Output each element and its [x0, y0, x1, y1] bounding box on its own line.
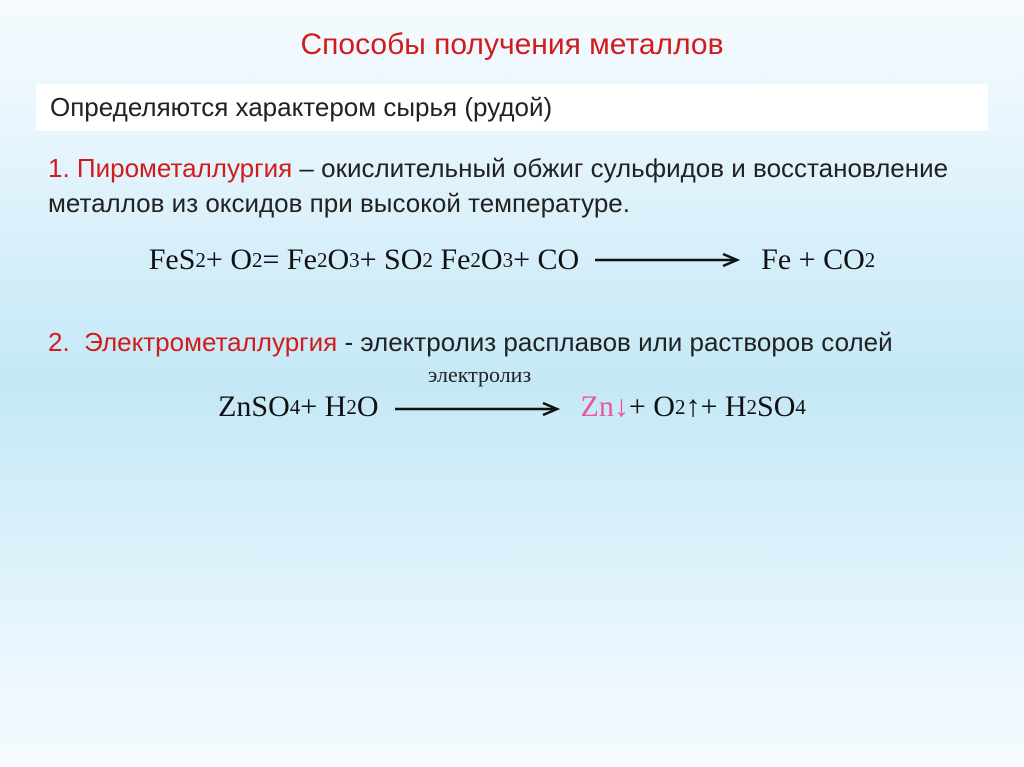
equation-block-1: FeS2 + O2 = Fe2O3 + SO2 Fe2O3 + CO Fe + …: [0, 243, 1024, 295]
sub-3: 3: [349, 248, 360, 273]
section-electrometallurgy: 2. Электрометаллургия - электролиз распл…: [48, 325, 976, 360]
eq1-part-b: + O: [206, 243, 252, 277]
sub-4: 4: [795, 395, 806, 420]
eq3-part-d: + O: [629, 390, 675, 424]
equation-2: Fe2O3 + CO Fe + CO2: [440, 243, 875, 277]
eq3-part-b: + H: [300, 390, 346, 424]
eq1-part-a: FeS: [149, 243, 196, 277]
eq3-part-a: ZnSO: [218, 390, 290, 424]
section1-term: Пирометаллургия: [77, 153, 292, 183]
intro-box: Определяются характером сырья (рудой): [36, 84, 988, 131]
sub-4: 4: [290, 395, 301, 420]
eq2-part-a: Fe: [440, 243, 470, 277]
reaction-arrow-icon: [595, 252, 745, 268]
sub-2: 2: [422, 248, 433, 273]
eq3-zn: Zn: [581, 390, 614, 424]
sub-2: 2: [470, 248, 481, 273]
equation-1: FeS2 + O2 = Fe2O3 + SO2: [149, 243, 433, 277]
section2-text: - электролиз расплавов или растворов сол…: [337, 327, 892, 357]
reaction-arrow-icon: [395, 401, 565, 417]
eq2-part-d: Fe + CO: [761, 243, 865, 277]
section2-number: 2.: [48, 327, 70, 357]
eq3-part-f: SO: [757, 390, 795, 424]
down-arrow-icon: ↓: [614, 390, 629, 424]
eq1-part-e: + SO: [360, 243, 423, 277]
eq3-part-e: + H: [700, 390, 746, 424]
eq1-part-d: O: [327, 243, 349, 277]
up-arrow-icon: ↑: [685, 390, 700, 424]
sub-2: 2: [317, 248, 328, 273]
equation-3: ZnSO4 + H2O электролиз Zn ↓+ O2 ↑ + H2SO…: [218, 390, 806, 424]
sub-2: 2: [675, 395, 686, 420]
section-pyrometallurgy: 1. Пирометаллургия – окислительный обжиг…: [48, 151, 976, 221]
sub-2: 2: [865, 248, 876, 273]
eq2-part-c: + CO: [513, 243, 579, 277]
section2-term: Электрометаллургия: [84, 327, 337, 357]
electrolysis-label: электролиз: [428, 362, 531, 388]
equation-block-2: ZnSO4 + H2O электролиз Zn ↓+ O2 ↑ + H2SO…: [0, 390, 1024, 424]
page-title: Способы получения металлов: [0, 0, 1024, 62]
eq1-part-c: = Fe: [263, 243, 317, 277]
sub-2: 2: [346, 395, 357, 420]
eq3-part-c: O: [357, 390, 379, 424]
sub-3: 3: [503, 248, 514, 273]
eq2-part-b: O: [481, 243, 503, 277]
section1-number: 1.: [48, 153, 70, 183]
sub-2: 2: [252, 248, 263, 273]
sub-2: 2: [747, 395, 758, 420]
sub-2: 2: [195, 248, 206, 273]
